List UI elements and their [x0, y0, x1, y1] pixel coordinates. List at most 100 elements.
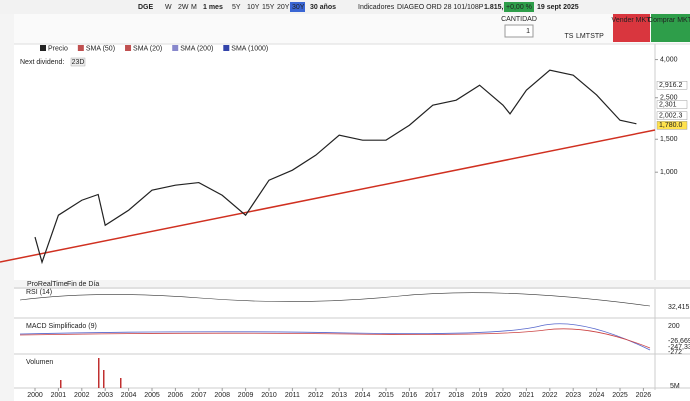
price-tag-label: 2,002.3 — [659, 113, 682, 120]
quote-price: 1.815,5(c) — [484, 4, 516, 11]
range[interactable]: 10Y — [247, 4, 260, 11]
x-tick-label: 2026 — [636, 392, 652, 399]
range[interactable]: 20Y — [277, 4, 290, 11]
symbol[interactable]: DGE — [138, 4, 154, 11]
x-tick-label: 2013 — [331, 392, 347, 399]
price-tag — [656, 121, 688, 130]
range[interactable]: 5Y — [232, 4, 241, 11]
x-tick-label: 2019 — [472, 392, 488, 399]
x-tick-label: 2015 — [378, 392, 394, 399]
x-tick-label: 2023 — [565, 392, 581, 399]
price-tag-label: 2,916.2 — [659, 82, 682, 89]
quote-change: +0,00 % — [506, 4, 532, 11]
quote-name: DIAGEO ORD 28 101/108P — [397, 4, 484, 11]
x-tick-label: 2022 — [542, 392, 558, 399]
macd-tick: 200 — [668, 323, 680, 330]
price-tag-label: 2,301 — [659, 101, 677, 108]
change-bg — [504, 2, 534, 12]
x-tick-label: 2024 — [589, 392, 605, 399]
left-tools — [0, 14, 14, 401]
volume-title: Volumen — [26, 359, 53, 366]
legend-swatch — [223, 45, 230, 51]
legend-label: SMA (20) — [133, 45, 162, 52]
trend-line — [0, 129, 656, 263]
rsi-line — [19, 292, 651, 307]
macd-line — [19, 323, 651, 351]
legend-swatch — [172, 45, 179, 51]
period[interactable]: 2W — [178, 4, 189, 11]
x-tick-label: 2020 — [495, 392, 511, 399]
range[interactable]: 15Y — [262, 4, 275, 11]
legend-swatch — [125, 45, 132, 51]
x-tick-label: 2000 — [27, 392, 43, 399]
dividend-badge — [70, 57, 86, 67]
x-tick-label: 2017 — [425, 392, 441, 399]
price-tag — [656, 81, 688, 90]
legend-label: SMA (50) — [86, 45, 115, 52]
y-tick-label: 1,500 — [660, 136, 678, 143]
x-tick-label: 2004 — [121, 392, 137, 399]
qty-input[interactable] — [504, 24, 534, 38]
range-active — [290, 2, 305, 12]
x-tick-label: 2008 — [214, 392, 230, 399]
order-type[interactable]: STP — [590, 33, 604, 40]
price-tag — [656, 100, 688, 109]
period[interactable]: M — [191, 4, 197, 11]
x-tick-label: 2025 — [612, 392, 628, 399]
x-tick-label: 2005 — [144, 392, 160, 399]
sell-label[interactable]: Vender MKT — [612, 17, 652, 24]
x-tick-label: 2018 — [448, 392, 464, 399]
x-tick-label: 2016 — [402, 392, 418, 399]
y-tick-label: 4,000 — [660, 56, 678, 63]
legend-label: SMA (200) — [180, 45, 213, 52]
price-tag — [656, 111, 688, 120]
x-tick-label: 2006 — [168, 392, 184, 399]
x-tick-label: 2009 — [238, 392, 254, 399]
legend-swatch — [77, 45, 84, 51]
mode: Fin de Día — [67, 281, 99, 288]
x-tick-label: 2021 — [519, 392, 535, 399]
x-tick-label: 2002 — [74, 392, 90, 399]
x-tick-label: 2007 — [191, 392, 207, 399]
x-tick-label: 2010 — [261, 392, 277, 399]
legend-bg — [0, 14, 690, 44]
legend-label: Precio — [48, 45, 68, 52]
buy-button[interactable] — [651, 14, 690, 42]
buy-label[interactable]: Comprar MKT — [648, 17, 690, 24]
x-tick-label: 2001 — [51, 392, 67, 399]
macd-tick: -26,669 — [668, 338, 690, 345]
source: ProRealTime — [27, 281, 68, 288]
macd-tick: -247,33 — [668, 344, 690, 351]
x-tick-label: 2003 — [97, 392, 113, 399]
volume-tick: 5M — [670, 383, 680, 390]
range-label[interactable]: 30 años — [310, 4, 336, 11]
y-tick-label: 1,000 — [660, 169, 678, 176]
interval[interactable]: 1 mes — [203, 4, 223, 11]
price-line — [34, 69, 637, 265]
indicators[interactable]: Indicadores — [358, 4, 395, 11]
legend-swatch — [40, 45, 46, 51]
macd-tick: -272 — [668, 349, 682, 356]
x-tick-label: 2012 — [308, 392, 324, 399]
dividend-label: Next dividend: — [20, 59, 64, 66]
quote-date: 19 sept 2025 — [537, 4, 579, 11]
price-tag-label: 1,780.0 — [659, 122, 682, 129]
range[interactable]: 30Y — [292, 4, 305, 11]
order-type[interactable]: LMT — [576, 33, 591, 40]
dividend-value: 23D — [72, 59, 85, 66]
sell-button[interactable] — [613, 14, 650, 42]
macd-title: MACD Simplificado (9) — [26, 323, 97, 330]
qty: 1 — [526, 28, 530, 35]
signal-line — [19, 328, 651, 349]
order-type[interactable]: TS — [565, 33, 574, 40]
panel-bar — [14, 280, 690, 289]
y-tick-label: 2,500 — [660, 95, 678, 102]
period[interactable]: W — [165, 4, 172, 11]
toolbar-bg — [0, 0, 690, 14]
volume-bars — [60, 358, 122, 388]
x-tick-label: 2014 — [355, 392, 371, 399]
qty-label: CANTIDAD — [501, 16, 537, 23]
x-tick-label: 2011 — [285, 392, 300, 399]
